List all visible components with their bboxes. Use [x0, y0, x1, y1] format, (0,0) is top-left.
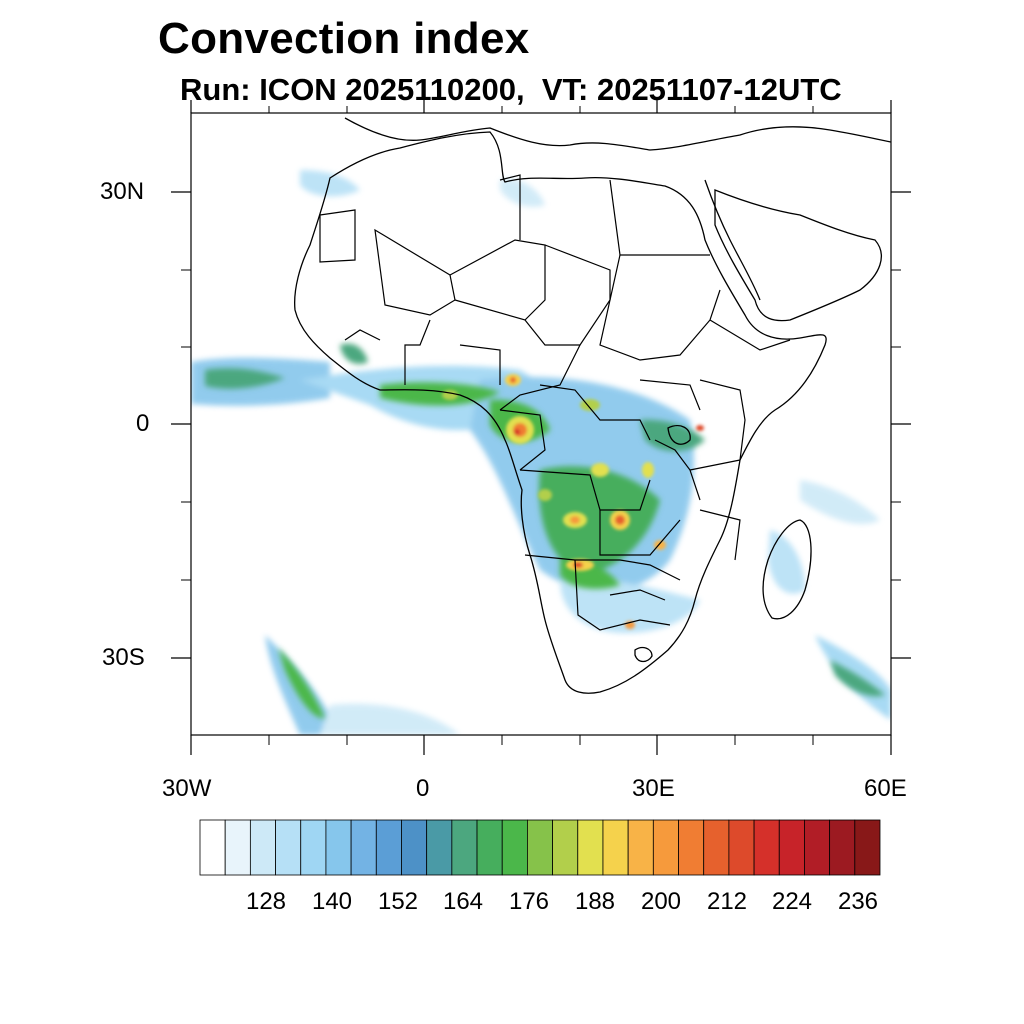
colorbar-label: 188	[574, 888, 616, 915]
lon-label-60e: 60E	[864, 775, 907, 802]
colorbar-box	[527, 819, 553, 876]
colorbar-box	[501, 819, 528, 876]
lat-label-30s: 30S	[102, 644, 145, 671]
colorbar-box	[778, 819, 805, 876]
colorbar-box	[753, 819, 780, 876]
chart-subtitle: Run: ICON 2025110200, VT: 20251107-12UTC	[180, 72, 842, 107]
colorbar-label: 224	[771, 888, 813, 915]
colorbar-box	[350, 819, 377, 876]
field-north-africa	[500, 179, 545, 207]
colorbar-box	[652, 819, 679, 876]
axis-ticks	[171, 100, 911, 755]
colorbar-box	[426, 819, 453, 876]
lake-victoria	[667, 425, 691, 445]
red-sea	[704, 179, 761, 301]
colorbar-box	[451, 819, 478, 876]
colorbar-box	[275, 819, 302, 876]
colorbar-box	[829, 819, 856, 876]
colorbar-box	[552, 819, 579, 876]
colorbar-box	[703, 819, 730, 876]
minor-ticks	[181, 106, 901, 745]
field-indian-east	[800, 480, 880, 524]
field-madagascar	[768, 530, 805, 594]
field-south	[560, 579, 700, 634]
country-borders	[319, 174, 791, 631]
colorbar-box	[577, 819, 604, 876]
field-bottom	[320, 703, 460, 735]
colorbar-box	[401, 819, 428, 876]
colorbar-label: 200	[640, 888, 682, 915]
colorbar-box	[854, 819, 881, 876]
lon-label-30w: 30W	[162, 775, 212, 802]
colorbar-label: 212	[706, 888, 748, 915]
colorbar	[199, 819, 881, 876]
colorbar-box	[678, 819, 705, 876]
colorbar-box	[728, 819, 755, 876]
colorbar-box	[300, 819, 327, 876]
lat-label-30n: 30N	[100, 178, 145, 205]
lon-label-0: 0	[416, 775, 430, 802]
colorbar-box	[602, 819, 629, 876]
colorbar-box	[325, 819, 352, 876]
lon-label-30e: 30E	[632, 775, 675, 802]
lat-label-0: 0	[136, 410, 150, 437]
colorbar-box	[249, 819, 276, 876]
europe-coastline	[344, 117, 891, 151]
colorbar-label: 140	[311, 888, 353, 915]
colorbar-box	[224, 819, 251, 876]
arabia-coastline	[714, 189, 882, 322]
colorbar-label: 128	[245, 888, 287, 915]
colorbar-label: 176	[508, 888, 550, 915]
colorbar-box	[199, 819, 226, 876]
madagascar-coastline	[762, 519, 812, 620]
colorbar-label: 152	[377, 888, 419, 915]
colorbar-label: 236	[837, 888, 879, 915]
colorbar-box	[476, 819, 503, 876]
africa-coastline	[294, 131, 827, 694]
coastlines	[294, 117, 891, 694]
colorbar-box	[375, 819, 402, 876]
colorbar-box	[804, 819, 831, 876]
lesotho	[634, 646, 653, 663]
field-mediterranean	[300, 170, 360, 197]
chart-title: Convection index	[158, 14, 530, 63]
colorbar-label: 164	[442, 888, 484, 915]
colorbar-box	[627, 819, 654, 876]
